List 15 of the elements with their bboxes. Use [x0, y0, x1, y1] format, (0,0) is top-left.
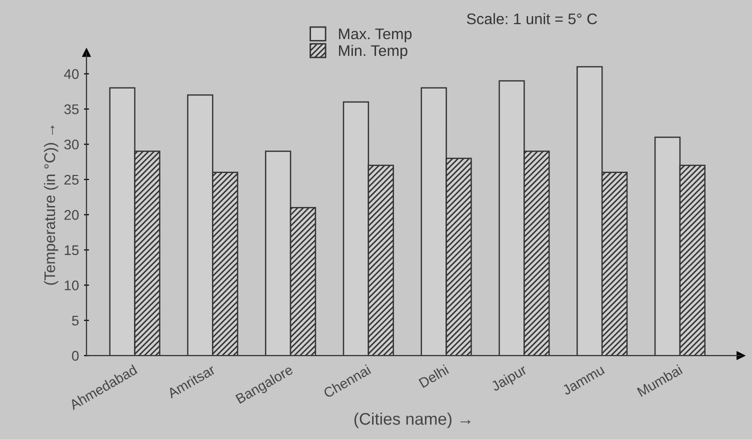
y-tick-label: 15: [64, 245, 79, 256]
legend-label: Max. Temp: [339, 28, 412, 42]
text: Scale: 1 unit = 5° C: [466, 13, 598, 24]
legend-label: Min. Temp: [339, 44, 408, 60]
y-tick-label: 40: [64, 69, 79, 79]
y-tick-label: 30: [64, 140, 79, 150]
y-tick-label: 25: [64, 174, 79, 185]
y-tick-label: 0: [72, 350, 79, 361]
x-axis-title: (Cities name) →: [354, 412, 470, 428]
y-axis-title: (Temperature (in °C)) →: [44, 126, 58, 285]
y-tick-label: 35: [64, 104, 79, 114]
y-tick-label: 20: [64, 210, 79, 220]
x-tick-label: Delhi: [418, 364, 450, 388]
y-tick-label: 10: [64, 280, 79, 290]
y-tick-label: 5: [72, 316, 79, 326]
